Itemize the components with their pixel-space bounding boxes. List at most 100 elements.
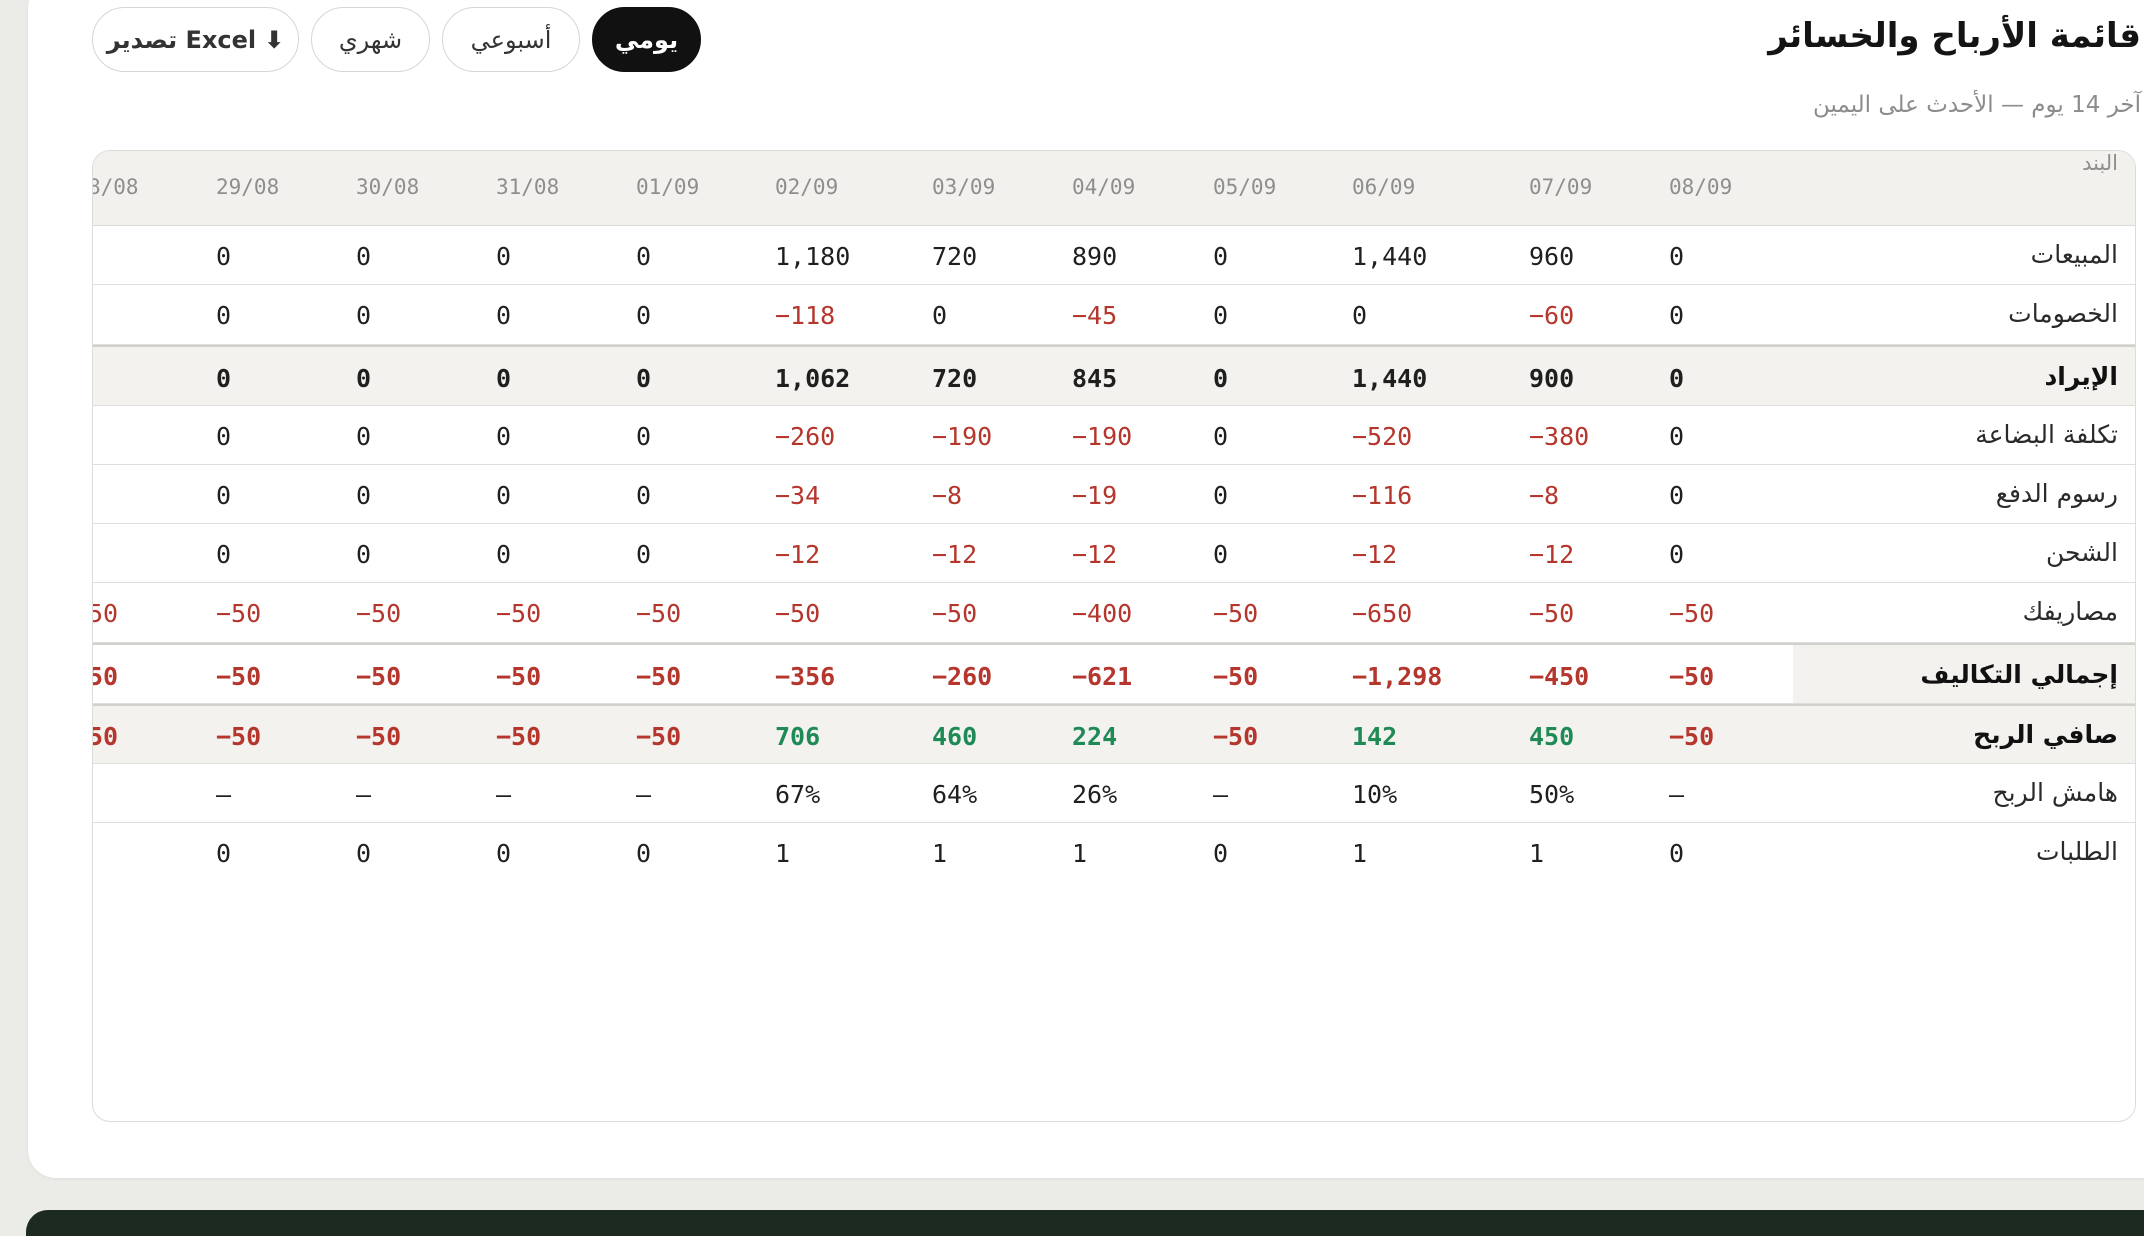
table-cell: −50 [216,599,262,628]
table-row-revenue: الإيراد 0 900 1,440 0 845 720 1,062 0 0 0 0 [93,345,2135,406]
table-cell: 0 [216,364,232,393]
table-cell: −12 [1352,540,1398,569]
table-cell: 0 [636,540,652,569]
table-cell: 0 [496,422,512,451]
row-label: هامش الربح [1992,778,2118,807]
table-cell: 0 [496,242,512,271]
table-cell: −50 [1213,662,1259,691]
table-cell: 960 [1529,242,1575,271]
row-label: الشحن [2045,538,2118,567]
table-cell: 1 [1529,839,1545,868]
table-cell: 0 [1669,422,1685,451]
table-cell: −12 [932,540,978,569]
table-cell: 0 [932,301,948,330]
table-cell: — [496,780,512,809]
table-cell: 0 [216,301,232,330]
table-cell: 1 [1072,839,1088,868]
table-row-total-costs: إجمالي التكاليف −50 −450 −1,298 −50 −621 −260 −… [93,643,2135,704]
row-label: الخصومات [2008,299,2118,328]
table-cell: 1 [932,839,948,868]
table-cell: −8 [932,481,963,510]
table-cell: 460 [932,722,978,751]
table-cell: 0 [356,839,372,868]
date-column-header: 04/09 [1072,175,1136,199]
table-cell: −650 [1352,599,1413,628]
table-cell: −60 [1529,301,1575,330]
table-cell: 0 [356,481,372,510]
table-cell: −380 [1529,422,1590,451]
table-row-your-expenses: مصاريفك −50 −50 −650 −50 −400 −50 −50 −50 −50 −50 −… [93,583,2135,643]
table-cell: −118 [775,301,836,330]
table-cell: 0 [496,481,512,510]
table-cell: 0 [496,839,512,868]
table-cell: 0 [636,242,652,271]
table-cell: 0 [356,422,372,451]
table-cell: −50 [356,662,402,691]
table-cell: 1,062 [775,364,851,393]
table-cell: — [1213,780,1229,809]
date-column-header: 31/08 [496,175,560,199]
date-column-header: 05/09 [1213,175,1277,199]
table-cell: 1 [775,839,791,868]
table-cell: −50 [496,722,542,751]
table-cell: −34 [775,481,821,510]
table-cell: 720 [932,364,978,393]
date-column-header: 03/09 [932,175,996,199]
table-cell: 0 [216,481,232,510]
period-weekly-button[interactable]: أسبوعي [442,7,580,72]
item-column-header: البند [2082,151,2118,175]
date-column-header: 01/09 [636,175,700,199]
table-cell: −356 [775,662,836,691]
table-cell: −260 [932,662,993,691]
table-cell: 0 [216,422,232,451]
export-excel-button[interactable]: تصدير Excel ⬇ [92,7,299,72]
date-column-header: 8/08 [92,175,139,199]
table-row-profit-margin: هامش الربح — 50% 10% — 26% 64% 67% — — — — [93,764,2135,823]
table-cell: 0 [1213,242,1229,271]
table-row-cogs: تكلفة البضاعة 0 −380 −520 0 −190 −190 −260 0 0 0 0 [93,406,2135,465]
table-cell: −12 [1072,540,1118,569]
table-row-discounts: الخصومات 0 −60 0 0 −45 0 −118 0 0 0 0 [93,285,2135,345]
table-cell: 64% [932,780,978,809]
date-column-header: 29/08 [216,175,280,199]
table-cell: −50 [1669,662,1715,691]
date-column-header: 02/09 [775,175,839,199]
table-cell: — [1669,780,1685,809]
table-cell: 0 [1669,481,1685,510]
table-cell: 450 [1529,722,1575,751]
table-cell: 50% [1529,780,1575,809]
table-cell: 0 [356,301,372,330]
table-cell: −50 [1669,599,1715,628]
table-cell: 0 [1669,364,1685,393]
table-cell: — [356,780,372,809]
page-title: قائمة الأرباح والخسائر [1768,16,2141,56]
table-cell: 50 [93,722,119,751]
table-cell: −50 [496,599,542,628]
table-cell: 142 [1352,722,1398,751]
table-cell: 900 [1529,364,1575,393]
table-cell: −1,298 [1352,662,1443,691]
table-cell: 0 [1669,242,1685,271]
table-cell: 0 [1669,839,1685,868]
table-row-net-profit: صافي الربح −50 450 142 −50 224 460 706 −50 −50 −50… [93,704,2135,764]
table-cell: — [216,780,232,809]
table-cell: −621 [1072,662,1133,691]
pnl-card: قائمة الأرباح والخسائر آخر 14 يوم — الأح… [28,0,2144,1178]
table-row-orders: الطلبات 0 1 1 0 1 1 1 0 0 0 0 [93,823,2135,883]
table-cell: −190 [932,422,993,451]
table-cell: −50 [636,662,682,691]
table-cell: 0 [636,301,652,330]
table-header-row: البند 08/09 07/09 06/09 05/09 04/09 03/09 02/0… [92,151,2135,226]
period-daily-button[interactable]: يومي [592,7,701,72]
table-cell: 0 [636,839,652,868]
table-cell: 0 [216,839,232,868]
table-cell: −8 [1529,481,1560,510]
pnl-table[interactable]: البند 08/09 07/09 06/09 05/09 04/09 03/09 02/0… [92,150,2136,1122]
table-cell: 0 [1213,422,1229,451]
table-cell: 0 [496,301,512,330]
row-label: إجمالي التكاليف [1920,660,2118,689]
table-cell: 890 [1072,242,1118,271]
period-monthly-button[interactable]: شهري [311,7,430,72]
table-cell: −50 [356,722,402,751]
table-cell: −50 [636,599,682,628]
